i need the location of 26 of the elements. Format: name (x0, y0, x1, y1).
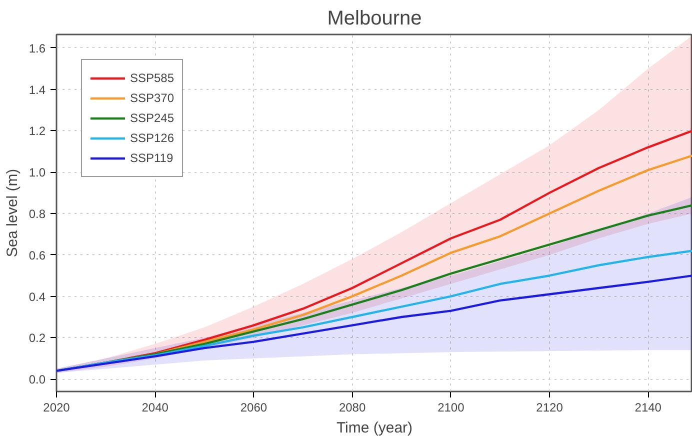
y-tick-label: 1.6 (28, 41, 46, 56)
legend-label: SSP370 (130, 91, 174, 105)
legend-label: SSP245 (130, 111, 174, 125)
y-tick-label: 1.2 (28, 124, 46, 138)
y-tick-label: 0.2 (28, 331, 46, 346)
chart-title: Melbourne (327, 8, 422, 30)
y-axis-title: Sea level (m) (4, 168, 21, 258)
x-axis-title: Time (year) (336, 420, 413, 436)
y-tick-label: 0.4 (28, 290, 46, 304)
x-tick-label: 2060 (240, 400, 268, 414)
y-tick-label: 0.8 (28, 207, 46, 222)
x-tick-label: 2020 (43, 400, 70, 414)
legend-label: SSP585 (130, 71, 174, 85)
x-tick-label: 2120 (536, 400, 564, 414)
y-tick-label: 0.0 (28, 372, 46, 387)
y-tick-label: 1.0 (28, 166, 46, 180)
line-series (56, 274, 692, 372)
legend-label: SSP119 (130, 151, 174, 165)
x-tick-label: 2140 (634, 400, 662, 414)
x-tick-label: 2080 (338, 400, 366, 414)
y-tick-label: 0.6 (28, 248, 46, 262)
x-tick-label: 2040 (142, 400, 169, 414)
y-tick-label: 1.4 (28, 82, 46, 97)
legend-label: SSP126 (130, 131, 174, 145)
x-tick-label: 2100 (438, 400, 465, 414)
line-series (56, 250, 692, 372)
